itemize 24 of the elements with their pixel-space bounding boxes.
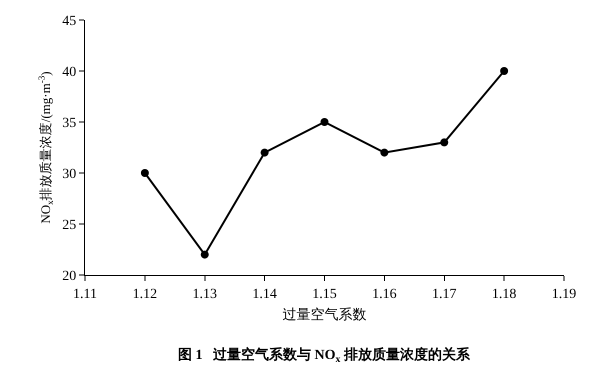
y-tick-label: 35 xyxy=(62,116,76,131)
point xyxy=(440,138,448,146)
point xyxy=(500,67,508,75)
x-tick-label: 1.15 xyxy=(312,286,337,302)
y-tick-label: 45 xyxy=(62,14,76,29)
x-tick-label: 1.17 xyxy=(432,286,456,302)
y-tick-label: 30 xyxy=(62,166,76,182)
point xyxy=(200,250,209,259)
x-tick-label: 1.18 xyxy=(492,286,516,302)
point xyxy=(140,169,149,177)
x-tick-label: 1.14 xyxy=(252,286,277,302)
y-tick-label: 40 xyxy=(62,64,76,80)
x-tick-label: 1.19 xyxy=(552,286,576,302)
x-tick-label: 1.13 xyxy=(192,286,217,302)
point xyxy=(380,148,388,157)
x-tick-label: 1.11 xyxy=(73,286,97,302)
point xyxy=(320,118,328,126)
y-tick-label: 25 xyxy=(62,218,76,233)
caption: 图 1 过量空气系数与 NO$_{x}$ 排放质量浓度的关系 xyxy=(178,346,471,365)
x-tick-label: 1.12 xyxy=(132,286,158,302)
point xyxy=(260,148,269,157)
y-tick-label: 20 xyxy=(62,268,76,284)
x-axis-title: 过量空气系数 xyxy=(282,307,366,324)
x-tick-label: 1.16 xyxy=(372,286,397,302)
